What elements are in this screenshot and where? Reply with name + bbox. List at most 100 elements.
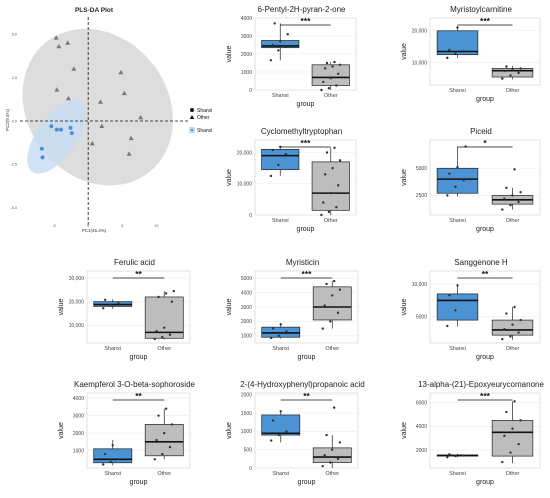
box-category-label: Shanxi <box>104 471 121 477</box>
pls-point-other <box>53 35 59 40</box>
box-other <box>491 420 534 457</box>
legend-shanxi-label: Shanxi <box>197 108 212 114</box>
box-plot-title: 2-(4-Hydroxyphenyl)propanoic acid <box>240 380 365 389</box>
box-jitter-point <box>103 452 107 456</box>
box-jitter-point <box>332 279 336 283</box>
box-plot-title: Myristicin <box>286 258 319 267</box>
box-shanxi <box>436 293 479 321</box>
box-jitter-point <box>117 458 120 461</box>
box-y-tick-label: 4000 <box>416 424 427 430</box>
box-category-label: Other <box>324 218 338 224</box>
box-category-label: Other <box>325 346 339 352</box>
box-jitter-point <box>323 67 327 70</box>
pls-point-other <box>128 135 134 141</box>
box-y-tick-label: 5000 <box>241 276 252 282</box>
box-jitter-point <box>322 201 325 204</box>
box-category-label: Other <box>506 471 520 477</box>
box-category-label: Shanxi <box>449 218 466 224</box>
box-jitter-point <box>157 414 160 417</box>
box-other <box>312 286 352 321</box>
pls-y-tick-label: 0.0 <box>12 119 17 123</box>
pls-point-shanxi <box>58 127 63 132</box>
box-y-tick-label: 10,000 <box>237 182 253 188</box>
pls-point-other <box>126 151 132 156</box>
box-y-tick-label: 2000 <box>241 393 252 399</box>
box-jitter-point <box>271 43 274 47</box>
box-plot-panel: 6-Pentyl-2H-pyran-2-one 0 1000 2000 3000 4000… <box>226 5 357 108</box>
box-jitter-point <box>153 337 156 341</box>
box-jitter-point <box>325 61 329 65</box>
box-jitter-point <box>153 458 156 461</box>
box-jitter-point <box>323 173 327 176</box>
box-jitter-point <box>329 461 332 464</box>
box-jitter-point <box>332 406 336 409</box>
box-jitter-point <box>505 65 508 68</box>
box-plot-title: Sanggenone H <box>454 258 508 267</box>
box-jitter-point <box>513 168 516 171</box>
box-jitter-point <box>273 22 276 25</box>
box-plot-grid: 6-Pentyl-2H-pyran-2-one01000200030004000… <box>58 5 544 486</box>
box-jitter-point <box>513 400 516 403</box>
significance-stars: * <box>483 138 487 148</box>
box-jitter-point <box>157 295 160 299</box>
box-x-axis-label: group <box>298 354 316 361</box>
box-y-tick-label: 2000 <box>416 448 427 454</box>
significance-stars: *** <box>480 391 491 401</box>
box-jitter-point <box>519 190 522 194</box>
box-y-axis-label: value <box>401 299 408 316</box>
box-plot-title: 6-Pentyl-2H-pyran-2-one <box>257 5 346 14</box>
box-jitter-point <box>456 284 459 287</box>
box-jitter-point <box>161 335 164 339</box>
box-y-tick-label: 10,000 <box>412 60 428 66</box>
box-y-tick-label: 1000 <box>73 448 84 454</box>
box-jitter-point <box>503 69 506 73</box>
box-jitter-point <box>503 197 506 200</box>
box-jitter-point <box>168 445 172 449</box>
box-jitter-point <box>336 311 340 314</box>
box-jitter-point <box>163 326 166 329</box>
box-jitter-point <box>271 419 275 422</box>
box-jitter-point <box>511 323 514 326</box>
box-jitter-point <box>279 410 282 413</box>
pls-legend: Shanxi Other Shanxi <box>189 108 212 134</box>
box-jitter-point <box>505 186 508 190</box>
box-x-axis-label: group <box>130 354 148 361</box>
pls-point-shanxi <box>49 124 54 129</box>
box-jitter-point <box>109 460 113 464</box>
box-y-tick-label: 10,000 <box>412 282 428 288</box>
box-x-axis-label: group <box>476 96 494 103</box>
box-jitter-point <box>277 334 281 337</box>
box-jitter-point <box>446 56 449 60</box>
box-jitter-point <box>456 26 459 29</box>
box-jitter-point <box>333 60 336 64</box>
box-y-tick-label: 0 <box>249 213 252 219</box>
box-jitter-point <box>285 430 288 433</box>
box-jitter-point <box>111 444 114 447</box>
legend-triangle-icon <box>189 115 195 119</box>
box-category-label: Other <box>506 218 520 224</box>
box-jitter-point <box>161 452 164 456</box>
box-jitter-point <box>501 208 504 211</box>
box-jitter-point <box>321 464 324 468</box>
box-jitter-point <box>327 210 331 214</box>
box-y-tick-label: 20,000 <box>69 299 85 305</box>
legend-fill-label: Shanxi <box>197 128 212 134</box>
box-other <box>312 447 352 463</box>
box-plot-panel: 2-(4-Hydroxyphenyl)propanoic acid 0 500 100… <box>226 380 365 486</box>
box-y-tick-label: 4000 <box>241 16 252 22</box>
box-jitter-point <box>519 67 522 70</box>
box-jitter-point <box>519 419 522 422</box>
pls-point-other <box>56 43 62 49</box>
box-category-label: Shanxi <box>449 346 466 352</box>
box-other <box>311 64 350 86</box>
box-jitter-point <box>286 33 289 36</box>
box-y-tick-label: 1500 <box>241 411 252 417</box>
box-jitter-point <box>277 49 280 52</box>
box-plot-panel: Ferulic acid 10,000 20,000 30,000 value Shanx… <box>58 258 191 361</box>
pls-point-other <box>89 140 95 146</box>
box-other <box>144 424 184 457</box>
box-plot-panel: 13-alpha-(21)-Epoxyeurycomanone 2000 4000 6… <box>401 380 544 486</box>
box-jitter-point <box>517 200 520 204</box>
box-jitter-point <box>327 87 331 90</box>
box-jitter-point <box>338 441 342 444</box>
